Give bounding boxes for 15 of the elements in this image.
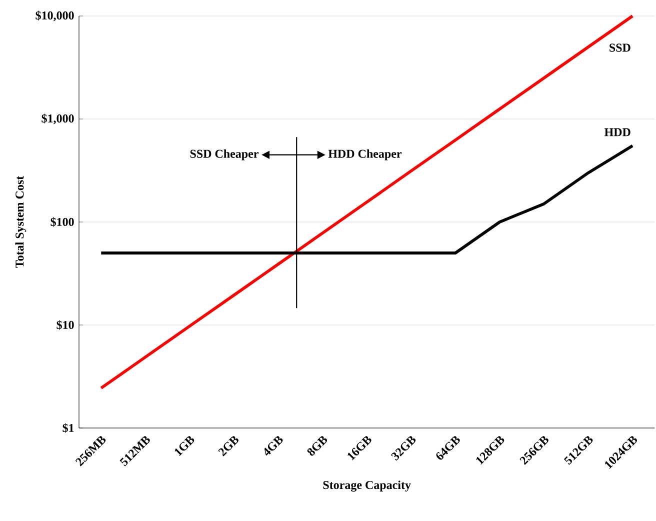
y-tick-label: $10,000 bbox=[36, 10, 74, 22]
x-tick-label: 1GB bbox=[174, 436, 194, 456]
annotation: HDD Cheaper bbox=[328, 149, 402, 160]
annotation: SSD Cheaper bbox=[190, 149, 258, 160]
y-tick-label: $1,000 bbox=[42, 114, 74, 124]
y-tick-label: $100 bbox=[50, 217, 74, 227]
x-tick-label: 8GB bbox=[307, 436, 328, 456]
x-axis-title: Storage Capacity bbox=[323, 480, 411, 492]
x-tick-label: 4GB bbox=[264, 436, 283, 456]
line-series bbox=[100, 14, 634, 390]
series-label: SSD bbox=[610, 44, 630, 52]
series-label: HDD bbox=[604, 128, 630, 136]
y-tick-label: $1 bbox=[62, 423, 74, 433]
y-axis-title: Total System Cost bbox=[15, 176, 26, 268]
y-tick-label: $10 bbox=[56, 320, 74, 330]
